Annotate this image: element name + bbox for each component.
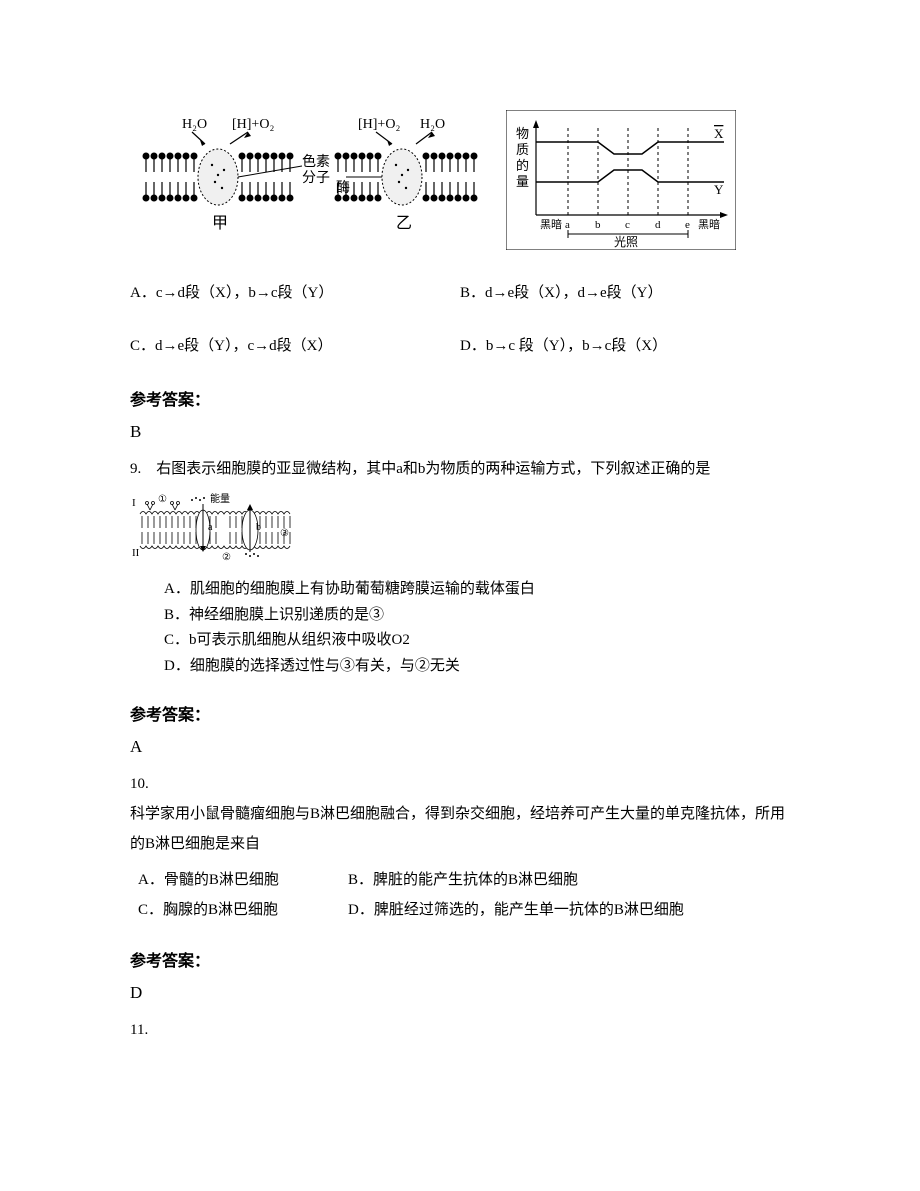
svg-text:的: 的 [516, 158, 529, 173]
q10-stem: 科学家用小鼠骨髓瘤细胞与B淋巴细胞融合，得到杂交细胞，经培养可产生大量的单克隆抗… [130, 799, 790, 859]
svg-text:③: ③ [280, 528, 289, 539]
q10-answer: D [130, 983, 790, 1003]
svg-text:X: X [714, 126, 724, 141]
q9-number: 9. [130, 461, 141, 477]
q9-text: 9. 右图表示细胞膜的亚显微结构，其中a和b为物质的两种运输方式，下列叙述正确的… [130, 454, 790, 484]
q9-option-a: A．肌细胞的细胞膜上有协助葡萄糖跨膜运输的载体蛋白 [164, 577, 790, 603]
svg-text:光照: 光照 [614, 235, 638, 249]
svg-text:量: 量 [516, 174, 529, 189]
caption-jia: 甲 [212, 215, 228, 232]
q10-option-b: B．脾脏的能产生抗体的B淋巴细胞 [348, 865, 578, 895]
q8-answer-heading: 参考答案： [130, 386, 790, 410]
svg-text:Y: Y [714, 182, 724, 197]
q10-options: A．骨髓的B淋巴细胞 B．脾脏的能产生抗体的B淋巴细胞 C．胸腺的B淋巴细胞 D… [130, 865, 790, 925]
svg-text:黑暗: 黑暗 [540, 217, 562, 231]
q8-option-d: D．b→c 段（Y），b→c段（X） [460, 333, 790, 360]
svg-text:e: e [685, 219, 690, 231]
q8-figure-row: H₂O [H]+O₂ [H]+O₂ H₂O [130, 110, 790, 250]
q9-answer-heading: 参考答案： [130, 701, 790, 725]
svg-text:b: b [595, 219, 601, 231]
q10-option-a: A．骨髓的B淋巴细胞 [138, 865, 348, 895]
q8-option-c: C．d→e段（Y），c→d段（X） [130, 333, 460, 360]
q9-option-b: B．神经细胞膜上识别递质的是③ [164, 603, 790, 629]
q9-stem: 右图表示细胞膜的亚显微结构，其中a和b为物质的两种运输方式，下列叙述正确的是 [156, 461, 710, 477]
q8-answer: B [130, 422, 790, 442]
svg-text:黑暗: 黑暗 [698, 217, 720, 231]
q8-chart: 物 质 的 量 X Y 黑暗 a b c [506, 110, 736, 250]
q9-figure: I II [130, 492, 790, 567]
q8-options-2: C．d→e段（Y），c→d段（X） D．b→c 段（Y），b→c段（X） [130, 333, 790, 360]
q9-option-d: D．细胞膜的选择透过性与③有关，与②无关 [164, 654, 790, 680]
svg-text:质: 质 [516, 142, 529, 157]
q10-number-line: 10. [130, 769, 790, 799]
q10-option-c: C．胸腺的B淋巴细胞 [138, 895, 348, 925]
svg-text:c: c [625, 219, 630, 231]
caption-yi: 乙 [396, 215, 412, 232]
membrane-left [143, 149, 293, 205]
svg-text:b: b [256, 522, 261, 533]
q10: 10. 科学家用小鼠骨髓瘤细胞与B淋巴细胞融合，得到杂交细胞，经培养可产生大量的… [130, 769, 790, 925]
q11: 11. [130, 1015, 790, 1045]
q11-number: 11. [130, 1015, 790, 1045]
svg-text:②: ② [222, 552, 231, 562]
svg-text:a: a [565, 219, 570, 231]
svg-text:I: I [132, 497, 136, 509]
q8-options: A．c→d段（X），b→c段（Y） B．d→e段（X），d→e段（Y） [130, 280, 790, 307]
q10-answer-heading: 参考答案： [130, 947, 790, 971]
svg-text:①: ① [158, 494, 167, 505]
label-h-o2-right: [H]+O₂ [358, 117, 400, 132]
q9-option-c: C．b可表示肌细胞从组织液中吸收O2 [164, 628, 790, 654]
q10-option-d: D．脾脏经过筛选的，能产生单一抗体的B淋巴细胞 [348, 895, 684, 925]
label-h-o2-left: [H]+O₂ [232, 117, 274, 132]
q8-option-a: A．c→d段（X），b→c段（Y） [130, 280, 460, 307]
q9: 9. 右图表示细胞膜的亚显微结构，其中a和b为物质的两种运输方式，下列叙述正确的… [130, 454, 790, 679]
q9-answer: A [130, 737, 790, 757]
svg-text:d: d [655, 219, 661, 231]
q8-option-b: B．d→e段（X），d→e段（Y） [460, 280, 790, 307]
svg-text:II: II [132, 547, 140, 559]
label-h2o-right: H₂O [420, 117, 445, 132]
label-pigment: 色素 [302, 153, 330, 170]
svg-text:能量: 能量 [210, 492, 230, 505]
svg-text:a: a [208, 522, 213, 533]
label-h2o-left: H₂O [182, 117, 207, 132]
q8-membrane-diagram: H₂O [H]+O₂ [H]+O₂ H₂O [130, 110, 490, 250]
label-molecule: 分子 [302, 170, 330, 186]
svg-text:物: 物 [516, 126, 529, 141]
